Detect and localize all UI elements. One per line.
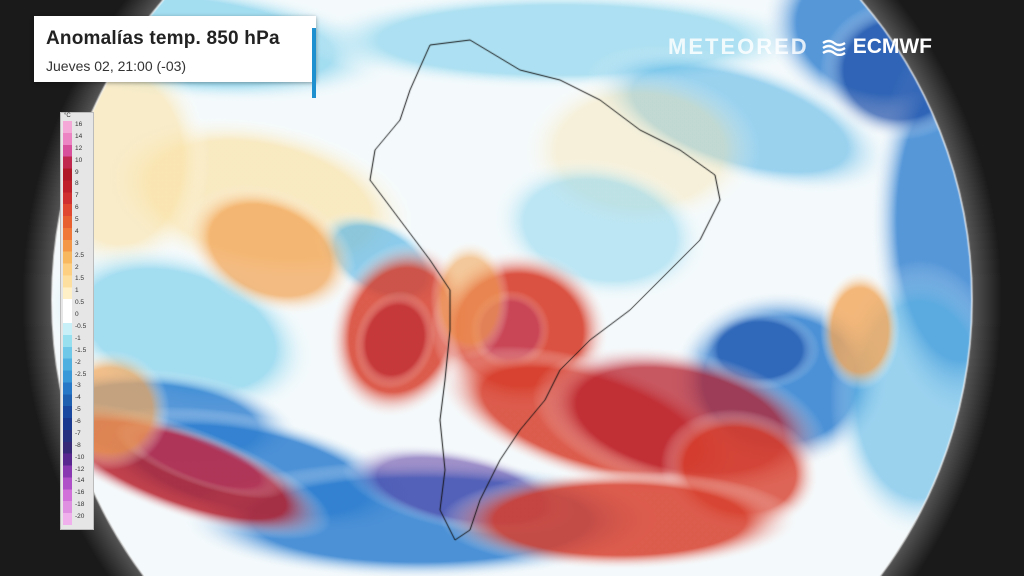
legend-tick: -18 <box>75 501 85 509</box>
legend-tick: 1 <box>75 287 79 295</box>
legend-unit: °C <box>64 113 71 119</box>
legend-tick: -5 <box>75 406 81 414</box>
ecmwf-logo: ECMWF <box>852 35 933 58</box>
legend-tick: 8 <box>75 180 79 188</box>
legend-tick: 2.5 <box>75 251 85 259</box>
map-datetime: Jueves 02, 21:00 (-03) <box>46 58 187 74</box>
legend-tick: 3 <box>75 239 79 247</box>
legend-tick: -2 <box>75 358 81 366</box>
legend-tick: -12 <box>75 465 85 473</box>
title-accent-bar <box>312 28 316 98</box>
ecmwf-wave-icon <box>822 39 846 56</box>
legend-tick: -4 <box>75 394 81 402</box>
legend-tick: 2 <box>75 263 79 271</box>
legend-tick: -20 <box>75 513 85 521</box>
legend-tick: 5 <box>75 216 79 224</box>
legend-tick: 16 <box>75 121 83 128</box>
legend-color-bar <box>63 121 72 525</box>
legend-tick: 6 <box>75 204 79 212</box>
legend-tick: -6 <box>75 418 81 426</box>
title-box: Anomalías temp. 850 hPa Jueves 02, 21:00… <box>34 16 316 98</box>
branding: METEORED ECMWF <box>668 34 933 59</box>
legend-tick: 0.5 <box>75 299 85 307</box>
legend-tick: -10 <box>75 453 85 461</box>
legend-tick: 10 <box>75 156 83 164</box>
legend-tick: 0 <box>75 311 79 319</box>
legend-tick: -7 <box>75 429 81 437</box>
legend-tick: -1 <box>75 334 81 342</box>
legend-tick: 12 <box>75 144 83 152</box>
legend-tick: -8 <box>75 441 81 449</box>
legend-tick: -2.5 <box>75 370 87 378</box>
legend-tick: -3 <box>75 382 81 390</box>
color-legend: °C 16 14 12 10 9 8 7 6 5 4 3 2.5 2 1.5 1 0.5 0 -0.5 -1 -1.5… <box>60 112 94 530</box>
map-title: Anomalías temp. 850 hPa <box>46 28 280 49</box>
legend-tick: -1.5 <box>75 346 87 354</box>
legend-tick: 14 <box>75 132 83 140</box>
legend-tick: 4 <box>75 227 79 235</box>
legend-tick: 9 <box>75 168 79 176</box>
legend-tick: 7 <box>75 192 79 200</box>
meteored-logo: METEORED <box>668 34 809 59</box>
legend-tick: -0.5 <box>75 323 87 330</box>
legend-tick: -14 <box>75 477 85 485</box>
legend-tick: -16 <box>75 489 85 497</box>
legend-tick: 1.5 <box>75 275 85 283</box>
